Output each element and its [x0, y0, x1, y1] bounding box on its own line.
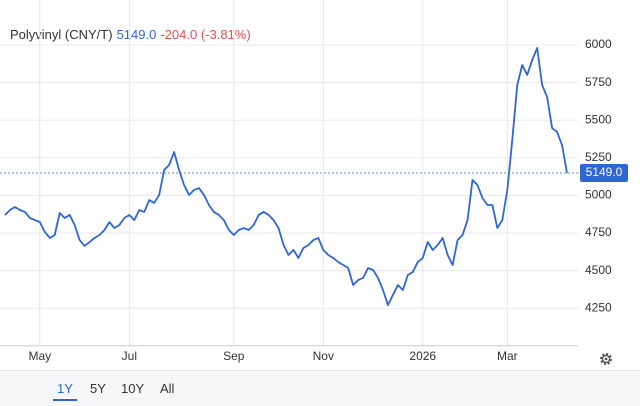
- x-tick-label: Sep: [223, 349, 245, 363]
- price-line: [4, 47, 568, 306]
- range-button[interactable]: 10Y: [121, 381, 145, 396]
- x-tick-label: May: [28, 349, 51, 363]
- chart: 4250 4500 4750 5000 5250 5500 5750 6000 May Jul Se…: [0, 0, 628, 363]
- last-price-box: [580, 163, 628, 182]
- instrument-name: Polyvinyl (CNY/T): [10, 27, 113, 42]
- y-tick-label: 4750: [585, 225, 612, 239]
- range-button[interactable]: 5Y: [90, 381, 106, 396]
- y-tick-label: 5250: [585, 150, 612, 164]
- last-price-label: 5149.0: [586, 165, 623, 179]
- price-change: -204.0 (-3.81%): [160, 27, 251, 42]
- x-tick-label: Nov: [313, 349, 334, 363]
- y-tick-label: 4500: [585, 263, 612, 277]
- x-tick-label: Jul: [122, 349, 137, 363]
- y-tick-label: 4250: [585, 300, 612, 314]
- y-tick-label: 5750: [585, 75, 612, 89]
- settings-icon[interactable]: [598, 351, 614, 367]
- x-tick-label: 2026: [409, 349, 436, 363]
- range-button[interactable]: 1Y: [53, 381, 77, 401]
- y-tick-label: 5500: [585, 112, 612, 126]
- range-button[interactable]: All: [160, 381, 175, 396]
- header: Polyvinyl (CNY/T) 5149.0 -204.0 (-3.81%): [10, 27, 255, 42]
- range-bar: 1Y 5Y 10Y All: [0, 353, 640, 406]
- y-tick-label: 5000: [585, 188, 612, 202]
- last-price: 5149.0: [116, 27, 157, 42]
- x-tick-label: Mar: [497, 349, 518, 363]
- y-tick-label: 6000: [585, 37, 612, 51]
